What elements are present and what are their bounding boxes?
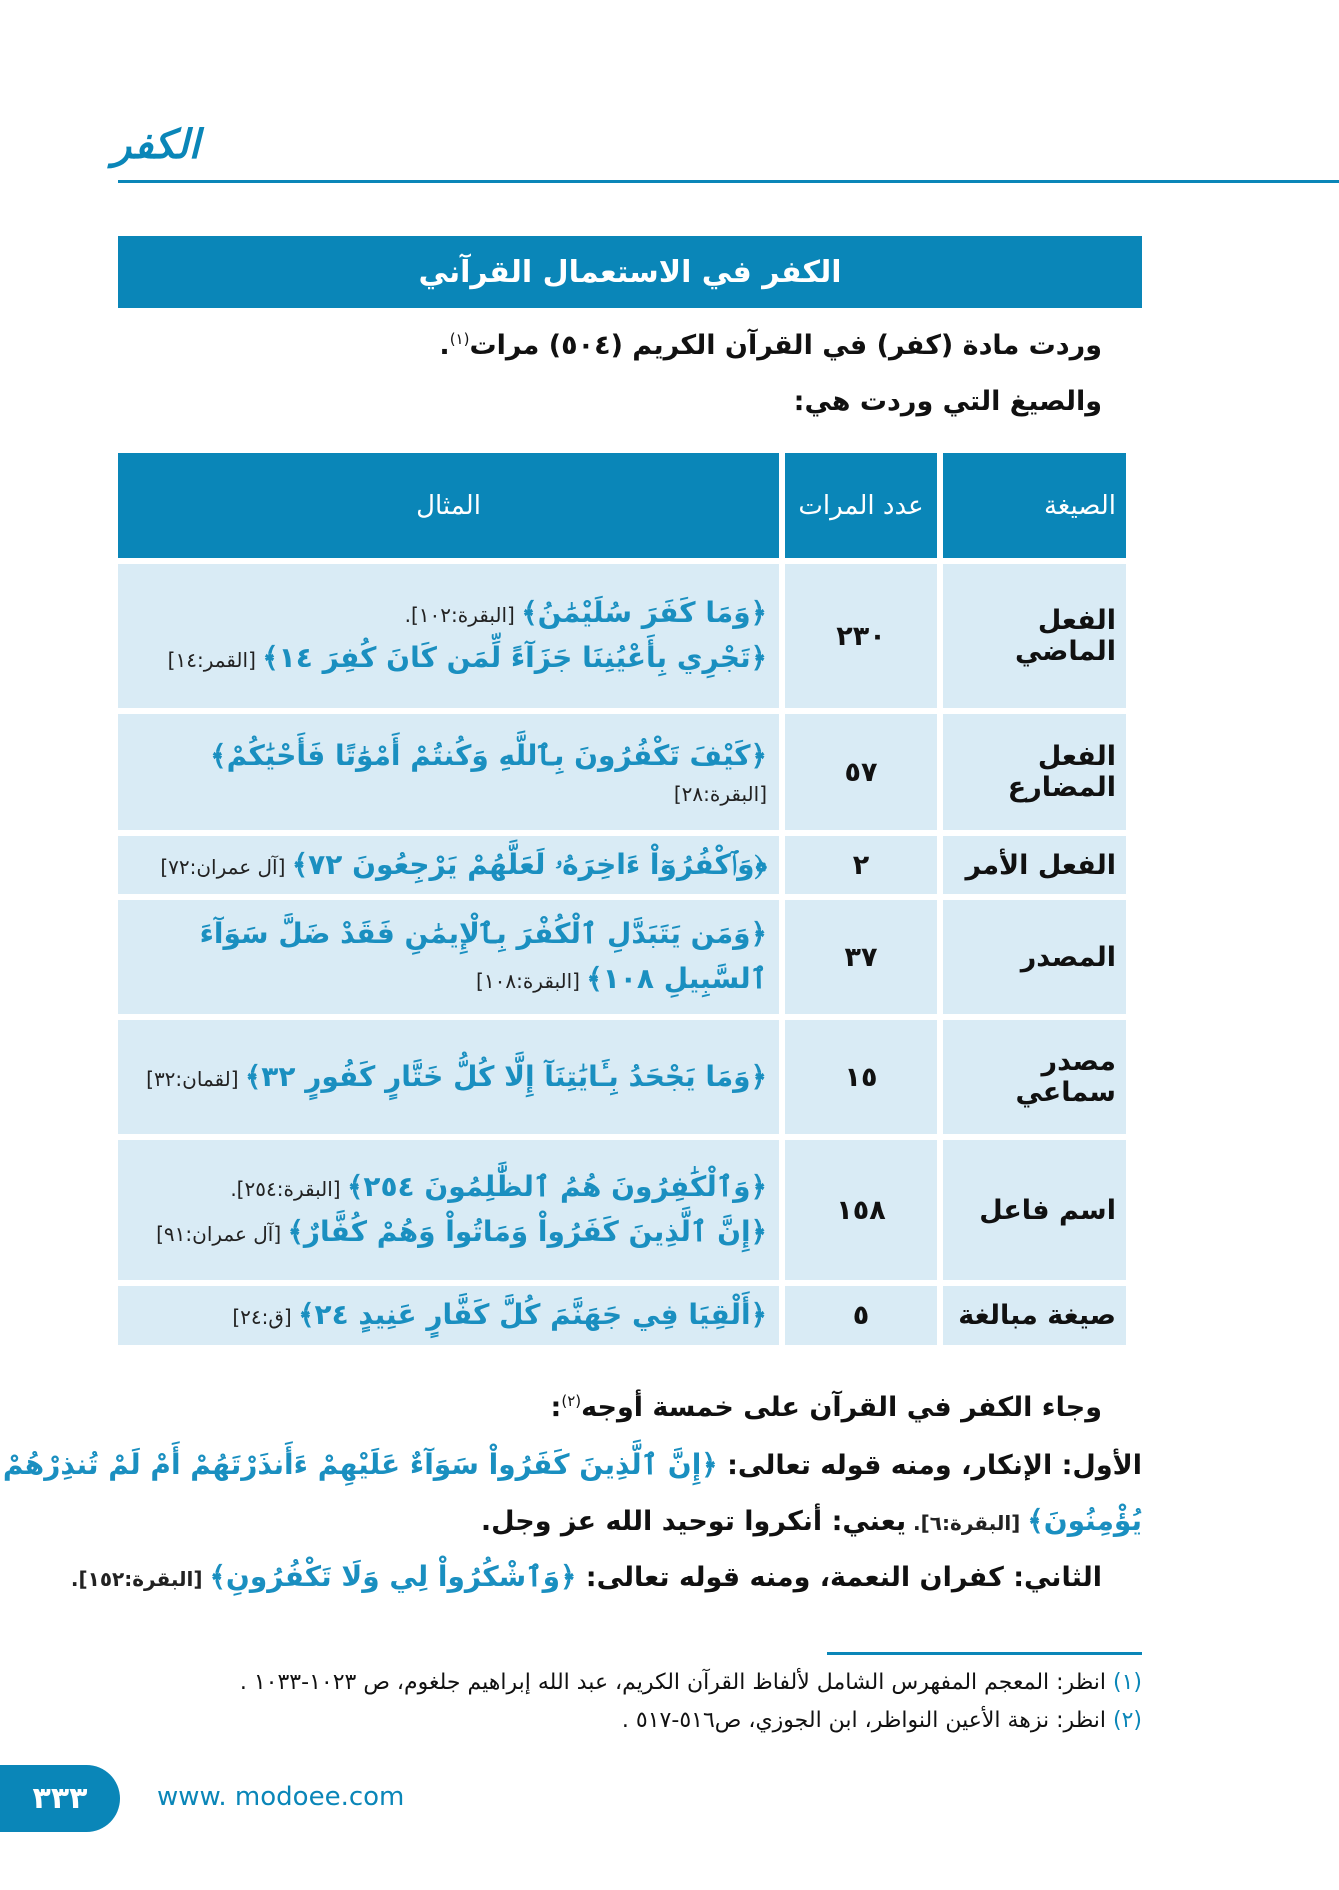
- form-cell: المصدر: [943, 900, 1126, 1014]
- form-cell: مصدر سماعي: [943, 1020, 1126, 1134]
- footnote-ref-1[interactable]: (١): [449, 330, 470, 348]
- footnote-2-number: (٢): [1112, 1708, 1142, 1733]
- example-line: ﴿وَمَا يَجْحَدُ بِـَٔايَٰتِنَآ إِلَّا كُ…: [130, 1055, 767, 1100]
- header-divider: [118, 180, 1339, 183]
- verse: ﴿كَيْفَ تَكْفُرُونَ بِٱللَّهِ وَكُنتُمْ …: [210, 738, 767, 772]
- count-cell: ٣٧: [785, 900, 937, 1014]
- example-line: ﴿تَجْرِي بِأَعْيُنِنَا جَزَآءً لِّمَن كَ…: [130, 636, 767, 681]
- example-cell: ﴿وَمَا كَفَرَ سُلَيْمَٰنُ﴾ [البقرة:١٠٢].…: [118, 564, 779, 708]
- verse-reference: [البقرة:٢٥٤].: [230, 1177, 341, 1202]
- header-example: المثال: [118, 453, 779, 558]
- verse: ﴿أَلْقِيَا فِي جَهَنَّمَ كُلَّ كَفَّارٍ …: [298, 1298, 767, 1332]
- body-p3-ref: [البقرة:٦].: [906, 1511, 1028, 1535]
- example-line: ﴿وَمَن يَتَبَدَّلِ ٱلْكُفْرَ بِٱلْإِيمَٰ…: [130, 912, 767, 1002]
- body-p4-label: الثاني: كفران النعمة، ومنه قوله تعالى:: [576, 1562, 1102, 1593]
- count-cell: ١٥: [785, 1020, 937, 1134]
- table-row: مصدر سماعي ١٥ ﴿وَمَا يَجْحَدُ بِـَٔايَٰتِن…: [118, 1020, 1126, 1134]
- body-p4-verse: ﴿وَٱشْكُرُواْ لِي وَلَا تَكْفُرُونِ﴾: [209, 1560, 577, 1593]
- verse: ﴿إِنَّ ٱلَّذِينَ كَفَرُواْ وَمَاتُواْ وَ…: [287, 1215, 767, 1248]
- body-p4-ref: [البقرة:١٥٢].: [70, 1567, 210, 1591]
- count-cell: ٢٣٠: [785, 564, 937, 708]
- verse: ﴿وَمَا يَجْحَدُ بِـَٔايَٰتِنَآ إِلَّا كُ…: [244, 1059, 767, 1093]
- intro-end: .: [439, 330, 450, 361]
- verse: ﴿تَجْرِي بِأَعْيُنِنَا جَزَآءً لِّمَن كَ…: [262, 641, 767, 674]
- form-cell: صيغة مبالغة: [943, 1286, 1126, 1345]
- footnote-divider: [827, 1652, 1142, 1655]
- footnote-ref-2[interactable]: (٢): [561, 1392, 582, 1410]
- body-para-4: الثاني: كفران النعمة، ومنه قوله تعالى: ﴿…: [71, 1560, 1102, 1593]
- example-cell: ﴿وَمَا يَجْحَدُ بِـَٔايَٰتِنَآ إِلَّا كُ…: [118, 1020, 779, 1134]
- body-para-1: وجاء الكفر في القرآن على خمسة أوجه(٢):: [551, 1392, 1102, 1423]
- table-row: المصدر ٣٧ ﴿وَمَن يَتَبَدَّلِ ٱلْكُفْرَ بِٱ…: [118, 900, 1126, 1014]
- body-p2-label: الأول: الإنكار، ومنه قوله تعالى:: [717, 1450, 1142, 1481]
- table-row: الفعل المضارع ٥٧ ﴿كَيْفَ تَكْفُرُونَ بِٱلل…: [118, 714, 1126, 830]
- count-cell: ٥٧: [785, 714, 937, 830]
- verse-reference: [البقرة:١٠٢].: [404, 603, 515, 628]
- verse: ﴿وَٱكْفُرُوٓاْ ءَاخِرَهُۥ لَعَلَّهُمْ يَ…: [291, 847, 767, 881]
- example-cell: ﴿وَٱلْكَٰفِرُونَ هُمُ ٱلظَّٰلِمُونَ ٢٥٤﴾…: [118, 1140, 779, 1280]
- table-row: صيغة مبالغة ٥ ﴿أَلْقِيَا فِي جَهَنَّمَ كُل…: [118, 1286, 1126, 1345]
- example-line: ﴿كَيْفَ تَكْفُرُونَ بِٱللَّهِ وَكُنتُمْ …: [130, 734, 767, 811]
- body-p3-text: يعني: أنكروا توحيد الله عز وجل.: [480, 1506, 907, 1537]
- table-row: الفعل الأمر ٢ ﴿وَٱكْفُرُوٓاْ ءَاخِرَهُۥ لَ…: [118, 836, 1126, 894]
- count-cell: ٢: [785, 836, 937, 894]
- body-p3-verse: يُؤْمِنُونَ﴾: [1027, 1504, 1142, 1537]
- example-line: ﴿إِنَّ ٱلَّذِينَ كَفَرُواْ وَمَاتُواْ وَ…: [130, 1210, 767, 1255]
- body-para-2: الأول: الإنكار، ومنه قوله تعالى: ﴿إِنَّ …: [0, 1448, 1142, 1481]
- body-para-3: يُؤْمِنُونَ﴾ [البقرة:٦]. يعني: أنكروا تو…: [481, 1504, 1142, 1537]
- example-line: ﴿أَلْقِيَا فِي جَهَنَّمَ كُلَّ كَفَّارٍ …: [130, 1293, 767, 1338]
- example-line: ﴿وَٱكْفُرُوٓاْ ءَاخِرَهُۥ لَعَلَّهُمْ يَ…: [130, 843, 767, 888]
- body-p2-verse: ﴿إِنَّ ٱلَّذِينَ كَفَرُواْ سَوَآءٌ عَلَي…: [0, 1448, 718, 1481]
- form-cell: اسم فاعل: [943, 1140, 1126, 1280]
- verse: ﴿وَمَن يَتَبَدَّلِ ٱلْكُفْرَ بِٱلْإِيمَٰ…: [199, 917, 767, 995]
- footnote-1-text: انظر: المعجم المفهرس الشامل لألفاظ القرآ…: [239, 1670, 1106, 1695]
- body-p1-text: وجاء الكفر في القرآن على خمسة أوجه: [581, 1392, 1102, 1423]
- footnote-2-text: انظر: نزهة الأعين النواظر، ابن الجوزي، ص…: [621, 1708, 1106, 1733]
- verse-reference: [البقرة:١٠٨]: [476, 969, 580, 993]
- verse-reference: [آل عمران:٧٢]: [160, 854, 286, 879]
- footnote-1-number: (١): [1112, 1670, 1142, 1695]
- form-cell: الفعل المضارع: [943, 714, 1126, 830]
- intro-line-2: والصيغ التي وردت هي:: [793, 386, 1102, 417]
- verse-reference: [لقمان:٣٢]: [146, 1066, 239, 1091]
- form-cell: الفعل الماضي: [943, 564, 1126, 708]
- footnote-1: (١) انظر: المعجم المفهرس الشامل لألفاظ ا…: [240, 1670, 1142, 1695]
- example-cell: ﴿أَلْقِيَا فِي جَهَنَّمَ كُلَّ كَفَّارٍ …: [118, 1286, 779, 1345]
- intro-text: وردت مادة (كفر) في القرآن الكريم (٥٠٤) م…: [469, 330, 1102, 361]
- footnote-2: (٢) انظر: نزهة الأعين النواظر، ابن الجوز…: [622, 1708, 1142, 1733]
- form-cell: الفعل الأمر: [943, 836, 1126, 894]
- verse: ﴿وَٱلْكَٰفِرُونَ هُمُ ٱلظَّٰلِمُونَ ٢٥٤﴾: [346, 1170, 767, 1204]
- example-line: ﴿وَمَا كَفَرَ سُلَيْمَٰنُ﴾ [البقرة:١٠٢].: [130, 591, 767, 636]
- verse: ﴿وَمَا كَفَرَ سُلَيْمَٰنُ﴾: [521, 596, 767, 630]
- header-form: الصيغة: [943, 453, 1126, 558]
- verse-reference: [ق:٢٤]: [232, 1305, 292, 1330]
- verse-reference: [البقرة:٢٨]: [673, 782, 767, 807]
- section-banner: الكفر في الاستعمال القرآني: [118, 236, 1142, 308]
- table-row: اسم فاعل ١٥٨ ﴿وَٱلْكَٰفِرُونَ هُمُ ٱلظَّٰل…: [118, 1140, 1126, 1280]
- intro-line-1: وردت مادة (كفر) في القرآن الكريم (٥٠٤) م…: [439, 330, 1102, 361]
- table-row: الفعل الماضي ٢٣٠ ﴿وَمَا كَفَرَ سُلَيْمَٰنُ…: [118, 564, 1126, 708]
- website-link[interactable]: www. modoee.com: [157, 1782, 405, 1812]
- count-cell: ٥: [785, 1286, 937, 1345]
- example-cell: ﴿كَيْفَ تَكْفُرُونَ بِٱللَّهِ وَكُنتُمْ …: [118, 714, 779, 830]
- verse-reference: [القمر:١٤]: [167, 648, 256, 672]
- example-line: ﴿وَٱلْكَٰفِرُونَ هُمُ ٱلظَّٰلِمُونَ ٢٥٤﴾…: [130, 1165, 767, 1210]
- example-cell: ﴿وَٱكْفُرُوٓاْ ءَاخِرَهُۥ لَعَلَّهُمْ يَ…: [118, 836, 779, 894]
- header-count: عدد المرات: [785, 453, 937, 558]
- page-number: ٣٣٣: [0, 1765, 120, 1832]
- example-cell: ﴿وَمَن يَتَبَدَّلِ ٱلْكُفْرَ بِٱلْإِيمَٰ…: [118, 900, 779, 1014]
- count-cell: ١٥٨: [785, 1140, 937, 1280]
- verse-reference: [آل عمران:٩١]: [156, 1222, 282, 1246]
- forms-table: الصيغة عدد المرات المثال الفعل الماضي ٢٣٠…: [112, 447, 1132, 1351]
- body-p1-end: :: [550, 1392, 562, 1423]
- chapter-title: الكفر: [112, 122, 200, 168]
